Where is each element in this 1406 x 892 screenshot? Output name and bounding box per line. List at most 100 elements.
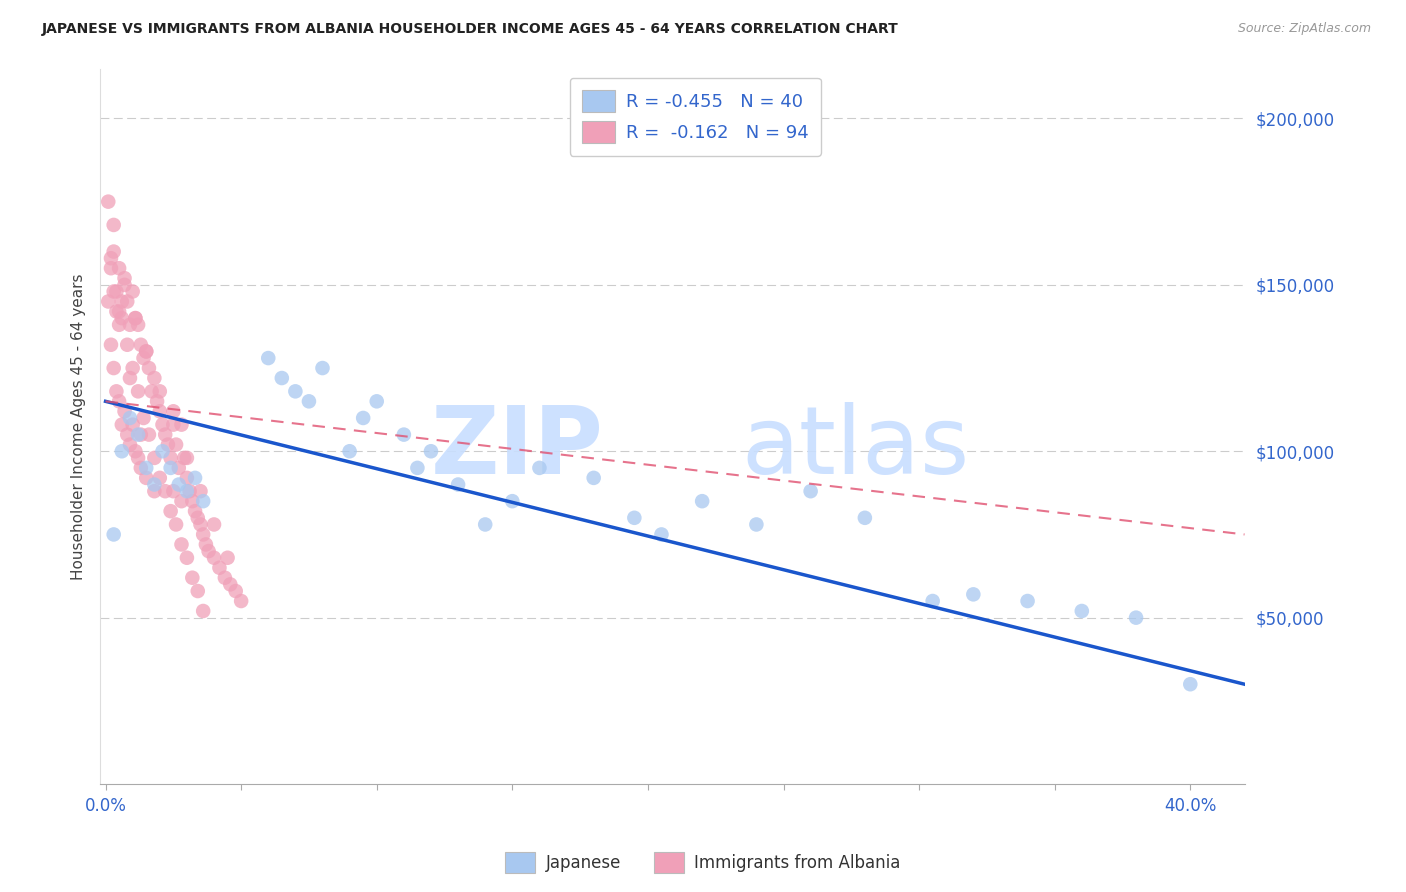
Point — [138, 427, 160, 442]
Point — [111, 311, 134, 326]
Point — [162, 484, 184, 499]
Point — [149, 471, 172, 485]
Point — [129, 461, 152, 475]
Point — [193, 527, 215, 541]
Point — [176, 484, 198, 499]
Point — [108, 261, 131, 276]
Point — [474, 517, 496, 532]
Point — [217, 550, 239, 565]
Point — [135, 471, 157, 485]
Point — [339, 444, 361, 458]
Point — [1017, 594, 1039, 608]
Text: JAPANESE VS IMMIGRANTS FROM ALBANIA HOUSEHOLDER INCOME AGES 45 - 64 YEARS CORREL: JAPANESE VS IMMIGRANTS FROM ALBANIA HOUS… — [42, 22, 898, 37]
Point — [103, 285, 125, 299]
Point — [121, 285, 143, 299]
Point — [231, 594, 253, 608]
Point — [135, 344, 157, 359]
Point — [135, 461, 157, 475]
Point — [97, 194, 120, 209]
Y-axis label: Householder Income Ages 45 - 64 years: Householder Income Ages 45 - 64 years — [72, 273, 86, 580]
Legend: Japanese, Immigrants from Albania: Japanese, Immigrants from Albania — [499, 846, 907, 880]
Point — [202, 517, 225, 532]
Point — [124, 311, 146, 326]
Point — [103, 527, 125, 541]
Point — [124, 311, 146, 326]
Point — [529, 461, 551, 475]
Point — [143, 477, 166, 491]
Point — [194, 537, 217, 551]
Point — [193, 604, 215, 618]
Point — [190, 517, 212, 532]
Point — [214, 571, 236, 585]
Point — [159, 504, 181, 518]
Point — [650, 527, 672, 541]
Point — [173, 450, 195, 465]
Point — [117, 294, 139, 309]
Point — [962, 587, 984, 601]
Point — [162, 404, 184, 418]
Point — [114, 404, 136, 418]
Point — [853, 511, 876, 525]
Point — [193, 494, 215, 508]
Point — [124, 444, 146, 458]
Point — [152, 444, 174, 458]
Point — [197, 544, 219, 558]
Point — [190, 484, 212, 499]
Point — [582, 471, 605, 485]
Point — [103, 218, 125, 232]
Point — [105, 304, 128, 318]
Legend: R = -0.455   N = 40, R =  -0.162   N = 94: R = -0.455 N = 40, R = -0.162 N = 94 — [569, 78, 821, 156]
Point — [165, 517, 187, 532]
Point — [143, 450, 166, 465]
Point — [103, 361, 125, 376]
Point — [176, 450, 198, 465]
Point — [152, 417, 174, 432]
Point — [298, 394, 321, 409]
Point — [392, 427, 415, 442]
Point — [155, 484, 177, 499]
Point — [111, 417, 134, 432]
Point — [143, 484, 166, 499]
Point — [181, 571, 204, 585]
Point — [117, 427, 139, 442]
Point — [162, 417, 184, 432]
Point — [208, 560, 231, 574]
Point — [156, 437, 179, 451]
Point — [149, 384, 172, 399]
Point — [118, 411, 141, 425]
Point — [284, 384, 307, 399]
Point — [170, 537, 193, 551]
Point — [690, 494, 713, 508]
Point — [121, 417, 143, 432]
Point — [114, 271, 136, 285]
Point — [97, 294, 120, 309]
Point — [108, 304, 131, 318]
Point — [100, 261, 122, 276]
Point — [138, 361, 160, 376]
Point — [501, 494, 523, 508]
Point — [170, 417, 193, 432]
Point — [187, 584, 209, 599]
Point — [745, 517, 768, 532]
Point — [225, 584, 247, 599]
Point — [270, 371, 292, 385]
Point — [176, 471, 198, 485]
Point — [105, 384, 128, 399]
Point — [127, 318, 149, 332]
Point — [1180, 677, 1202, 691]
Point — [366, 394, 388, 409]
Point — [219, 577, 242, 591]
Point — [447, 477, 470, 491]
Point — [181, 494, 204, 508]
Point — [141, 384, 163, 399]
Point — [132, 411, 155, 425]
Point — [165, 437, 187, 451]
Point — [179, 484, 201, 499]
Point — [127, 450, 149, 465]
Point — [202, 550, 225, 565]
Point — [257, 351, 280, 365]
Point — [100, 337, 122, 351]
Point — [105, 285, 128, 299]
Point — [159, 450, 181, 465]
Point — [176, 550, 198, 565]
